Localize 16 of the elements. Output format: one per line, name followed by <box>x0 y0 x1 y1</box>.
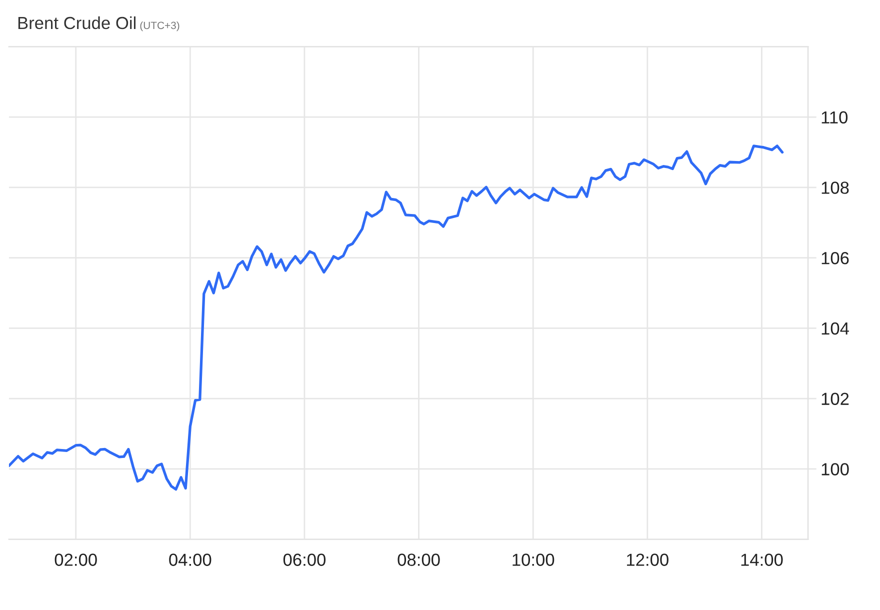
y-tick-label: 108 <box>822 182 849 194</box>
x-tick-label: 10:00 <box>512 554 554 566</box>
x-tick-label: 02:00 <box>54 554 97 566</box>
y-tick-label: 106 <box>822 252 849 264</box>
y-tick-label: 100 <box>822 463 849 476</box>
y-tick-label: 102 <box>822 392 849 406</box>
x-tick-label: 08:00 <box>398 554 440 566</box>
x-tick-label: 14:00 <box>741 554 783 566</box>
y-tick-label: 110 <box>822 111 848 124</box>
y-tick-label: 104 <box>822 322 849 335</box>
chart-subtitle: (UTC+3) <box>140 21 180 32</box>
x-tick-label: 12:00 <box>627 554 668 566</box>
line-series <box>8 144 784 491</box>
x-tick-label: 04:00 <box>169 554 212 566</box>
chart-title: Brent Crude Oil <box>18 16 136 30</box>
x-tick-label: 06:00 <box>283 554 326 566</box>
